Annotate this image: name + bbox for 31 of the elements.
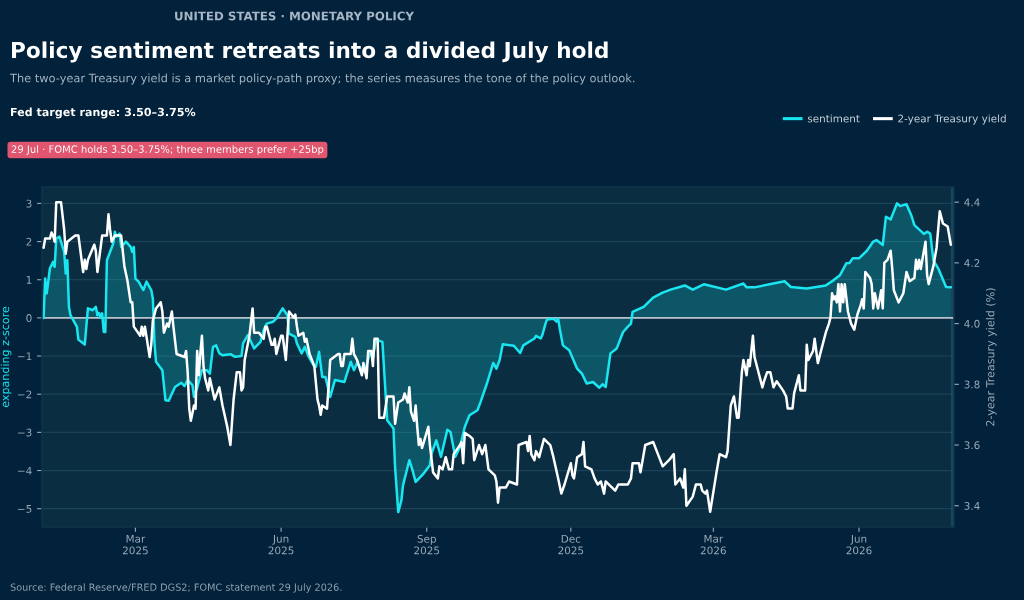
- x-tick-label: Mar 2026: [700, 534, 726, 555]
- text: 29 Jul · FOMC holds 3.50–3.75%; three members prefer +25bp: [11, 145, 324, 155]
- source-note: Source: Federal Reserve/FRED DGS2; FOMC statement 29 July 2026.: [10, 583, 342, 593]
- y-tick-label: 3: [26, 199, 32, 208]
- x-tick-label: Mar 2025: [122, 534, 148, 555]
- y-tick-label: 1: [26, 276, 32, 284]
- text: Fed target range: 3.50–3.75%: [11, 107, 196, 119]
- x-tick-label: Dec 2025: [558, 534, 584, 555]
- y2-tick-label: 3.4: [964, 501, 980, 510]
- legend-label: 2-year Treasury yield: [898, 114, 1006, 125]
- text: UNITED STATES · MONETARY POLICY: [175, 11, 415, 21]
- y2-tick-label: 4.4: [964, 198, 980, 207]
- y2-tick-label: 3.6: [964, 441, 980, 450]
- chart-subtitle: The two-year Treasury yield is a market policy-path proxy; the series measures the tone of the policy outlook.: [9, 73, 635, 85]
- x-tick-label: Jun 2026: [846, 534, 872, 555]
- x-tick-label: Jun 2025: [268, 534, 294, 555]
- y2-tick-label: 3.8: [964, 380, 980, 389]
- y-tick-label: 2: [26, 237, 32, 246]
- y-tick-label: −1: [18, 352, 32, 360]
- x-tick-label: Sep 2025: [414, 534, 440, 555]
- y-tick-label: 0: [26, 314, 32, 322]
- y-tick-label: −4: [18, 466, 32, 475]
- y2-tick-label: 4.2: [964, 259, 980, 267]
- y-tick-label: −3: [18, 428, 32, 437]
- y2-axis-title: 2-year Treasury yield (%): [985, 288, 997, 426]
- chart-title: Policy sentiment retreats into a divided July hold: [11, 41, 608, 63]
- y-tick-label: −2: [18, 390, 32, 399]
- y-axis-title: expanding z-score: [0, 306, 12, 408]
- y-tick-label: −5: [18, 505, 32, 513]
- legend-label: sentiment: [807, 114, 860, 123]
- y2-tick-label: 4.0: [964, 319, 980, 328]
